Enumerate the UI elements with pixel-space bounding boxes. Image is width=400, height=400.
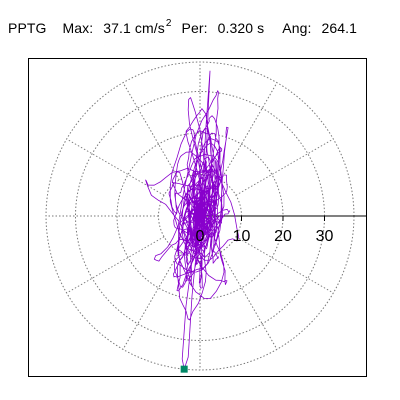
ring-label-0: 0 (196, 228, 205, 245)
period-value: 0.320 s (217, 20, 265, 36)
trace-path (145, 70, 240, 370)
angle-label: Ang: (282, 20, 312, 36)
station-code: PPTG (8, 20, 47, 36)
plot-frame (28, 58, 367, 377)
grid-spoke-330 (235, 236, 334, 294)
grid-spoke-150 (66, 138, 165, 196)
angle-value: 264.1 (321, 20, 357, 36)
peak-marker (180, 365, 188, 373)
ring-label-10: 10 (233, 228, 251, 245)
grid-spoke-240 (122, 251, 180, 350)
motion-trace (145, 70, 240, 370)
grid-spoke-30 (235, 138, 334, 196)
peak-marker-layer (180, 365, 188, 373)
grid-spoke-60 (220, 82, 278, 181)
ring-label-30: 30 (316, 228, 334, 245)
radial-axis (200, 215, 366, 221)
max-label: Max: (62, 20, 94, 36)
grid-spoke-300 (220, 251, 278, 350)
ring-labels: 0 10 20 30 (196, 228, 334, 245)
period-label: Per: (181, 20, 208, 36)
grid-spoke-210 (66, 236, 165, 294)
max-value: 37.1 cm/s (103, 20, 165, 36)
grid-spoke-120 (122, 82, 180, 181)
ring-label-20: 20 (274, 228, 292, 245)
chart-header: PPTG Max: 37.1 cm/s2 Per: 0.320 s Ang: 2… (8, 14, 357, 36)
max-unit-exponent: 2 (165, 18, 172, 29)
